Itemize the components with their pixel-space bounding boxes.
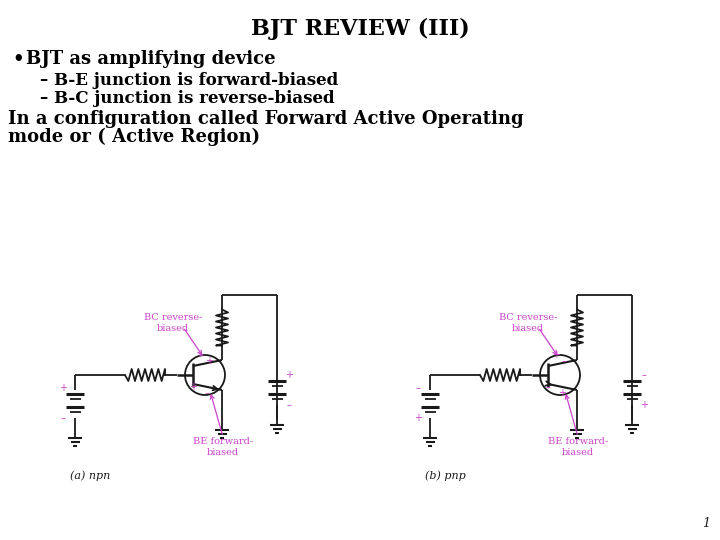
Text: In a configuration called Forward Active Operating: In a configuration called Forward Active… [8,110,523,128]
Text: +: + [552,350,560,360]
Text: BJT as amplifying device: BJT as amplifying device [26,50,276,68]
Text: BC reverse-
biased: BC reverse- biased [144,313,202,333]
Text: BE forward-
biased: BE forward- biased [548,437,608,457]
Text: •: • [12,50,24,68]
Text: +: + [189,382,197,392]
Text: BC reverse-
biased: BC reverse- biased [499,313,557,333]
Text: +: + [285,370,293,380]
Text: –: – [204,388,210,398]
Text: – B-C junction is reverse-biased: – B-C junction is reverse-biased [40,90,335,107]
Text: mode or ( Active Region): mode or ( Active Region) [8,128,260,146]
Text: +: + [640,400,648,410]
Text: BJT REVIEW (III): BJT REVIEW (III) [251,18,469,40]
Text: +: + [205,356,213,366]
Text: –: – [199,350,204,360]
Text: BE forward-
biased: BE forward- biased [193,437,253,457]
Text: –: – [546,382,550,392]
Text: 1: 1 [702,517,710,530]
Text: –: – [642,370,647,380]
Text: +: + [414,413,422,423]
Text: –: – [60,413,66,423]
Text: (a) npn: (a) npn [70,470,110,481]
Text: +: + [558,388,566,398]
Text: –: – [287,400,292,410]
Text: – B-E junction is forward-biased: – B-E junction is forward-biased [40,72,338,89]
Text: –: – [562,356,567,366]
Text: +: + [59,383,67,393]
Text: (b) pnp: (b) pnp [425,470,466,481]
Text: –: – [415,383,420,393]
